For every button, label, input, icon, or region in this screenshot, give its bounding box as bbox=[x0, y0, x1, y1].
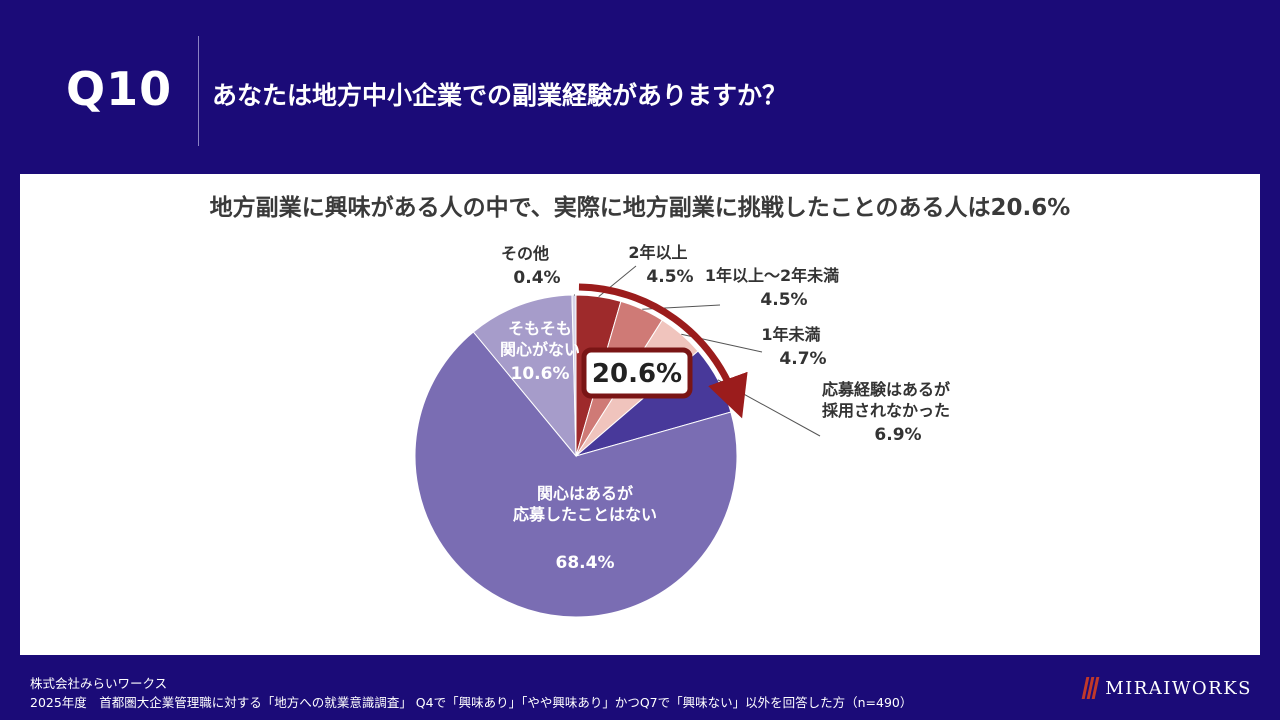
slice-label: 関心はあるが bbox=[537, 484, 633, 503]
callout-box bbox=[581, 347, 693, 399]
slice-label: 2年以上 bbox=[628, 243, 687, 262]
footer: 株式会社みらいワークス 2025年度 首都圏大企業管理職に対する「地方への就業意… bbox=[30, 674, 912, 712]
logo-mark-icon bbox=[1081, 677, 1100, 699]
slice-percent-label: 4.5% bbox=[760, 290, 807, 310]
slice-label: 1年以上～2年未満 bbox=[705, 266, 839, 285]
company-logo: MIRAIWORKS bbox=[1081, 677, 1252, 699]
pie-slice bbox=[472, 294, 577, 458]
pie-chart: 2年以上 4.5% 1年以上～2年未満 4.5% 1年未満 4.7% 応募経験はあるが採用さ… bbox=[414, 243, 950, 618]
slice-label: 応募したことはない bbox=[513, 505, 657, 524]
slice-percent-label: 10.6% bbox=[511, 364, 570, 384]
slice-percent-label: 4.7% bbox=[779, 349, 826, 369]
callout-value: 20.6% bbox=[592, 359, 682, 389]
slice-percent-label: 68.4% bbox=[556, 553, 615, 573]
slice-label: その他 bbox=[501, 244, 549, 263]
footer-company: 株式会社みらいワークス bbox=[30, 676, 168, 691]
header-divider bbox=[198, 36, 199, 146]
pie-slice bbox=[571, 294, 577, 457]
callout-arrow bbox=[578, 283, 748, 419]
chart-title: 地方副業に興味がある人の中で、実際に地方副業に挑戦したことのある人は20.6% bbox=[209, 195, 1071, 221]
pie-slice bbox=[414, 331, 738, 618]
slice-label: 応募経験はあるが bbox=[822, 380, 950, 399]
slice-label: そもそも bbox=[508, 319, 572, 338]
footer-source: 2025年度 首都圏大企業管理職に対する「地方への就業意識調査」 Q4で「興味あ… bbox=[30, 695, 913, 710]
logo-text: MIRAIWORKS bbox=[1105, 677, 1252, 699]
slice-percent-label: 6.9% bbox=[874, 425, 921, 445]
chart-panel: 地方副業に興味がある人の中で、実際に地方副業に挑戦したことのある人は20.6% … bbox=[20, 174, 1260, 655]
slice-label: 1年未満 bbox=[761, 325, 820, 344]
slice-label: 関心がない bbox=[500, 340, 580, 359]
question-number: Q10 bbox=[66, 62, 173, 116]
question-text: あなたは地方中小企業での副業経験がありますか？ bbox=[212, 81, 788, 110]
slice-percent-label: 0.4% bbox=[513, 268, 560, 288]
slice-label: 採用されなかった bbox=[822, 401, 950, 420]
slice-percent-label: 4.5% bbox=[646, 267, 693, 287]
